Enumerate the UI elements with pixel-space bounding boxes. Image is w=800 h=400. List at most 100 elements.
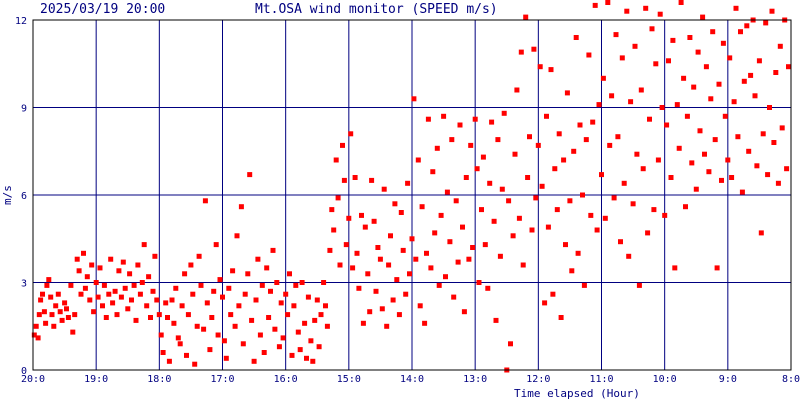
y-tick-label: 6 <box>21 191 27 202</box>
data-point <box>451 294 457 300</box>
data-point <box>525 175 531 180</box>
data-point <box>779 125 785 131</box>
data-point <box>436 282 442 288</box>
data-point <box>175 335 181 341</box>
data-point <box>763 20 769 26</box>
x-tick-label: 19:0 <box>84 374 108 385</box>
data-point <box>154 297 160 303</box>
data-point <box>460 224 465 230</box>
data-point <box>163 300 169 306</box>
data-point <box>255 256 261 262</box>
data-point <box>202 198 208 204</box>
data-point <box>457 122 463 128</box>
data-point <box>596 102 602 108</box>
data-point <box>472 116 478 122</box>
data-point <box>636 282 642 288</box>
data-point <box>268 288 273 294</box>
data-point <box>544 113 549 119</box>
data-point <box>65 315 71 320</box>
data-point <box>687 35 693 40</box>
data-point <box>341 177 347 183</box>
data-point <box>264 265 270 271</box>
data-point <box>223 355 229 361</box>
data-point <box>84 274 90 280</box>
data-point <box>647 116 652 122</box>
data-point <box>634 151 640 157</box>
data-point <box>425 116 431 122</box>
data-point <box>289 352 295 358</box>
data-point <box>716 81 722 87</box>
data-point <box>44 282 50 288</box>
data-point <box>169 297 175 303</box>
timestamp-label: 2025/03/19 20:00 <box>40 2 165 17</box>
data-point <box>523 14 529 20</box>
data-point <box>700 14 706 20</box>
data-point <box>93 280 99 285</box>
data-point <box>619 55 625 61</box>
data-point <box>512 151 518 157</box>
data-point <box>295 329 301 335</box>
data-point <box>118 294 124 300</box>
data-point <box>379 306 385 312</box>
data-point <box>531 46 537 52</box>
data-point <box>230 268 236 274</box>
data-point <box>251 358 257 364</box>
data-point <box>666 58 671 64</box>
data-point <box>81 250 86 256</box>
data-point <box>702 151 707 157</box>
data-point <box>348 131 354 137</box>
data-point <box>476 280 482 285</box>
data-point <box>638 87 644 93</box>
data-point <box>249 317 255 323</box>
data-point <box>166 358 172 364</box>
data-point <box>765 172 771 178</box>
data-point <box>754 163 760 169</box>
data-point <box>468 142 474 148</box>
data-point <box>712 137 718 143</box>
data-point <box>708 96 714 102</box>
x-tick-label: 17:0 <box>210 374 234 385</box>
data-point <box>64 306 69 312</box>
data-point <box>304 355 309 361</box>
data-point <box>752 93 758 99</box>
data-point <box>719 177 724 183</box>
data-point <box>165 315 170 320</box>
data-point <box>40 291 45 297</box>
data-point <box>55 291 61 297</box>
data-point <box>697 128 703 134</box>
data-point <box>563 242 568 248</box>
x-tick-label: 10:0 <box>653 374 677 385</box>
data-point <box>192 361 198 367</box>
data-point <box>533 195 539 201</box>
data-point <box>234 233 240 239</box>
data-point <box>569 268 575 274</box>
data-point <box>470 245 476 250</box>
data-point <box>784 166 790 172</box>
data-point <box>70 329 76 335</box>
data-point <box>499 186 505 192</box>
data-point <box>278 300 284 306</box>
data-point <box>583 137 589 143</box>
data-point <box>539 183 545 189</box>
data-point <box>674 102 680 108</box>
y-tick-label: 0 <box>21 366 27 377</box>
data-point <box>430 169 436 175</box>
data-point <box>89 262 95 268</box>
data-point <box>312 317 318 323</box>
y-tick-label: 12 <box>15 16 27 27</box>
data-point <box>49 312 55 318</box>
data-point <box>321 280 327 285</box>
data-point <box>588 212 594 218</box>
data-point <box>607 142 613 148</box>
data-point <box>158 332 164 338</box>
data-point <box>413 256 419 262</box>
data-point <box>362 224 368 230</box>
data-point <box>731 99 737 105</box>
data-point <box>91 309 97 315</box>
data-point <box>51 323 57 329</box>
data-point <box>575 250 581 256</box>
data-point <box>127 271 133 277</box>
data-point <box>106 291 112 297</box>
x-tick-labels: 20:0 19:0 18:0 17:0 16:0 15:0 14:0 13:0 12:0 11:0… <box>21 374 800 385</box>
